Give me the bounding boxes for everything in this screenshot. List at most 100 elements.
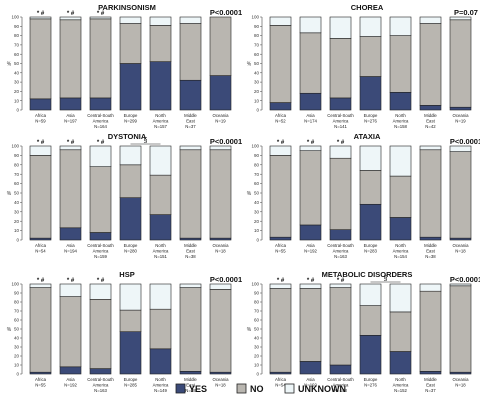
y-tick-label: 0 bbox=[256, 108, 259, 113]
category-label: America bbox=[93, 119, 109, 124]
category-label: N=37 bbox=[425, 388, 436, 393]
y-axis-label: % bbox=[7, 191, 12, 197]
category-label: Africa bbox=[275, 113, 287, 118]
category-label: N=59 bbox=[35, 119, 46, 124]
category-label: North bbox=[155, 113, 166, 118]
bar-unknown bbox=[449, 16, 472, 21]
category-label: N=42 bbox=[425, 124, 436, 129]
p-value: P<0.0001 bbox=[450, 275, 480, 284]
bar-yes bbox=[419, 105, 442, 111]
bar-unknown bbox=[59, 16, 82, 21]
y-tick-label: 70 bbox=[14, 43, 20, 48]
y-tick-label: 100 bbox=[11, 15, 19, 20]
y-tick-label: 0 bbox=[256, 372, 259, 377]
category-label: Central-South bbox=[327, 113, 354, 118]
bar-no bbox=[449, 19, 472, 108]
chart-title: HSP bbox=[119, 270, 134, 279]
chart-panel-1: PARKINSONISM P<0.0001 0 10 20 30 40 50 60 70 80 90 1… bbox=[7, 3, 242, 129]
category-label: Middle bbox=[424, 377, 437, 382]
category-label: N=18 bbox=[215, 383, 226, 388]
bar-no bbox=[119, 309, 142, 333]
category-label: North bbox=[155, 377, 166, 382]
significance-mark: * # bbox=[97, 140, 105, 146]
category-label: N=157 bbox=[154, 124, 167, 129]
significance-mark: * # bbox=[307, 278, 315, 284]
category-label: N=54 bbox=[275, 383, 286, 388]
significance-mark: * # bbox=[277, 140, 285, 146]
bar-unknown bbox=[89, 145, 112, 167]
category-label: Oceania bbox=[212, 243, 229, 248]
category-label: N=283 bbox=[364, 249, 377, 254]
bar-no bbox=[59, 149, 82, 229]
bar-no bbox=[389, 35, 412, 93]
bar-unknown bbox=[389, 283, 412, 313]
bar-no bbox=[119, 164, 142, 199]
category-label: N=194 bbox=[64, 249, 77, 254]
significance-mark: * # bbox=[37, 140, 45, 146]
category-label: N=38 bbox=[185, 388, 196, 393]
bar-no bbox=[389, 175, 412, 218]
y-tick-label: 50 bbox=[14, 61, 20, 66]
category-label: N=164 bbox=[94, 124, 107, 129]
category-label: N=54 bbox=[35, 249, 46, 254]
y-tick-label: 60 bbox=[254, 318, 260, 323]
category-label: N=38 bbox=[185, 254, 196, 259]
bar-no bbox=[209, 149, 232, 239]
section-mark: § bbox=[384, 276, 388, 283]
bar-no bbox=[149, 174, 172, 215]
y-tick-label: 90 bbox=[14, 291, 20, 296]
p-value: P<0.0001 bbox=[210, 8, 242, 17]
category-label: Asia bbox=[306, 113, 315, 118]
y-tick-label: 50 bbox=[14, 327, 20, 332]
significance-mark: * # bbox=[337, 278, 345, 284]
bar-no bbox=[89, 18, 112, 99]
bar-unknown bbox=[299, 283, 322, 289]
bar-no bbox=[299, 150, 322, 226]
category-label: East bbox=[186, 383, 195, 388]
category-label: Africa bbox=[275, 243, 287, 248]
category-label: Africa bbox=[35, 113, 47, 118]
bar-no bbox=[59, 296, 82, 368]
category-label: Europe bbox=[364, 243, 378, 248]
category-label: Oceania bbox=[452, 243, 469, 248]
bar-unknown bbox=[119, 16, 142, 24]
bar-yes bbox=[89, 368, 112, 375]
y-tick-label: 10 bbox=[14, 228, 20, 233]
category-label: N=299 bbox=[124, 119, 137, 124]
bar-no bbox=[359, 36, 382, 77]
y-tick-label: 0 bbox=[16, 372, 19, 377]
p-value: P<0.0001 bbox=[210, 275, 242, 284]
legend-label-no: NO bbox=[250, 384, 264, 394]
bar-unknown bbox=[29, 283, 52, 288]
y-tick-label: 0 bbox=[16, 238, 19, 243]
y-tick-label: 60 bbox=[254, 181, 260, 186]
significance-mark: * # bbox=[37, 11, 45, 17]
category-label: America bbox=[153, 119, 169, 124]
category-label: N=38 bbox=[425, 254, 436, 259]
bar-no bbox=[59, 19, 82, 99]
bar-unknown bbox=[179, 16, 202, 24]
bar-unknown bbox=[149, 283, 172, 310]
bar-no bbox=[329, 38, 352, 99]
y-tick-label: 10 bbox=[14, 363, 20, 368]
category-label: Africa bbox=[35, 377, 47, 382]
category-label: America bbox=[93, 383, 109, 388]
chart-panel-4: ATAXIA P<0.0001 0 10 20 30 40 50 60 70 80 90 100% * #… bbox=[247, 132, 480, 259]
category-label: Oceania bbox=[452, 113, 469, 118]
bar-unknown bbox=[329, 16, 352, 39]
y-tick-label: 100 bbox=[11, 282, 19, 287]
category-label: N=276 bbox=[364, 119, 377, 124]
y-tick-label: 40 bbox=[14, 200, 20, 205]
y-tick-label: 30 bbox=[14, 345, 20, 350]
bar-unknown bbox=[209, 145, 232, 151]
bar-no bbox=[149, 25, 172, 62]
bar-yes bbox=[359, 76, 382, 111]
bar-no bbox=[29, 18, 52, 100]
bar-yes bbox=[119, 63, 142, 111]
bar-yes bbox=[419, 370, 442, 375]
bar-no bbox=[359, 170, 382, 205]
y-tick-label: 10 bbox=[254, 363, 260, 368]
category-label: N=37 bbox=[185, 124, 196, 129]
bar-unknown bbox=[119, 145, 142, 166]
